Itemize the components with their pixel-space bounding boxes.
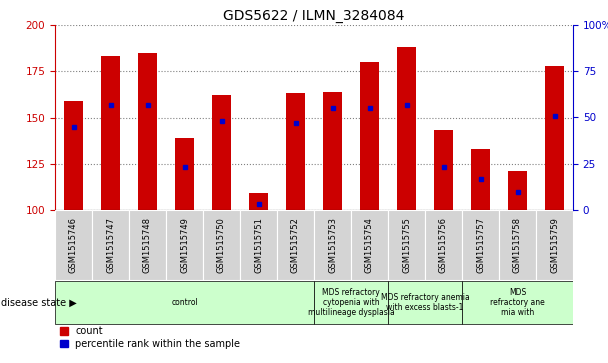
Text: GSM1515759: GSM1515759 — [550, 217, 559, 273]
Bar — [138, 53, 157, 210]
Bar — [203, 210, 240, 280]
Bar — [545, 66, 564, 210]
Text: MDS
refractory ane
mia with: MDS refractory ane mia with — [490, 287, 545, 317]
Bar — [499, 210, 536, 280]
Bar — [508, 171, 527, 210]
Bar — [212, 95, 231, 210]
Bar — [240, 210, 277, 280]
Text: GSM1515754: GSM1515754 — [365, 217, 374, 273]
Text: GSM1515751: GSM1515751 — [254, 217, 263, 273]
Text: MDS refractory
cytopenia with
multilineage dysplasia: MDS refractory cytopenia with multilinea… — [308, 287, 395, 317]
Text: GSM1515755: GSM1515755 — [402, 217, 411, 273]
Bar — [92, 210, 129, 280]
Text: GSM1515746: GSM1515746 — [69, 217, 78, 273]
Bar — [55, 210, 92, 280]
Text: GSM1515749: GSM1515749 — [180, 217, 189, 273]
Bar — [323, 91, 342, 210]
Bar — [249, 193, 268, 210]
Text: GSM1515758: GSM1515758 — [513, 217, 522, 273]
Text: MDS refractory anemia
with excess blasts-1: MDS refractory anemia with excess blasts… — [381, 293, 469, 312]
Text: GSM1515748: GSM1515748 — [143, 217, 152, 273]
Bar — [462, 281, 573, 324]
Bar — [471, 149, 490, 210]
Bar — [175, 138, 194, 210]
Text: control: control — [171, 298, 198, 307]
Bar — [434, 130, 453, 210]
Legend: count, percentile rank within the sample: count, percentile rank within the sample — [60, 326, 240, 349]
Text: GSM1515752: GSM1515752 — [291, 217, 300, 273]
Bar — [277, 210, 314, 280]
Bar — [397, 47, 416, 210]
Text: GSM1515747: GSM1515747 — [106, 217, 115, 273]
Title: GDS5622 / ILMN_3284084: GDS5622 / ILMN_3284084 — [223, 9, 405, 23]
Bar — [536, 210, 573, 280]
Bar — [166, 210, 203, 280]
Bar — [64, 101, 83, 210]
Bar — [361, 62, 379, 210]
Bar — [102, 57, 120, 210]
Bar — [286, 93, 305, 210]
Bar — [388, 210, 425, 280]
Text: GSM1515756: GSM1515756 — [439, 217, 448, 273]
Bar — [425, 210, 462, 280]
Text: GSM1515753: GSM1515753 — [328, 217, 337, 273]
Text: GSM1515757: GSM1515757 — [476, 217, 485, 273]
Bar — [314, 281, 388, 324]
Bar — [314, 210, 351, 280]
Bar — [55, 281, 314, 324]
Bar — [351, 210, 388, 280]
Bar — [129, 210, 166, 280]
Bar — [388, 281, 462, 324]
Text: disease state ▶: disease state ▶ — [1, 298, 77, 307]
Bar — [462, 210, 499, 280]
Text: GSM1515750: GSM1515750 — [217, 217, 226, 273]
